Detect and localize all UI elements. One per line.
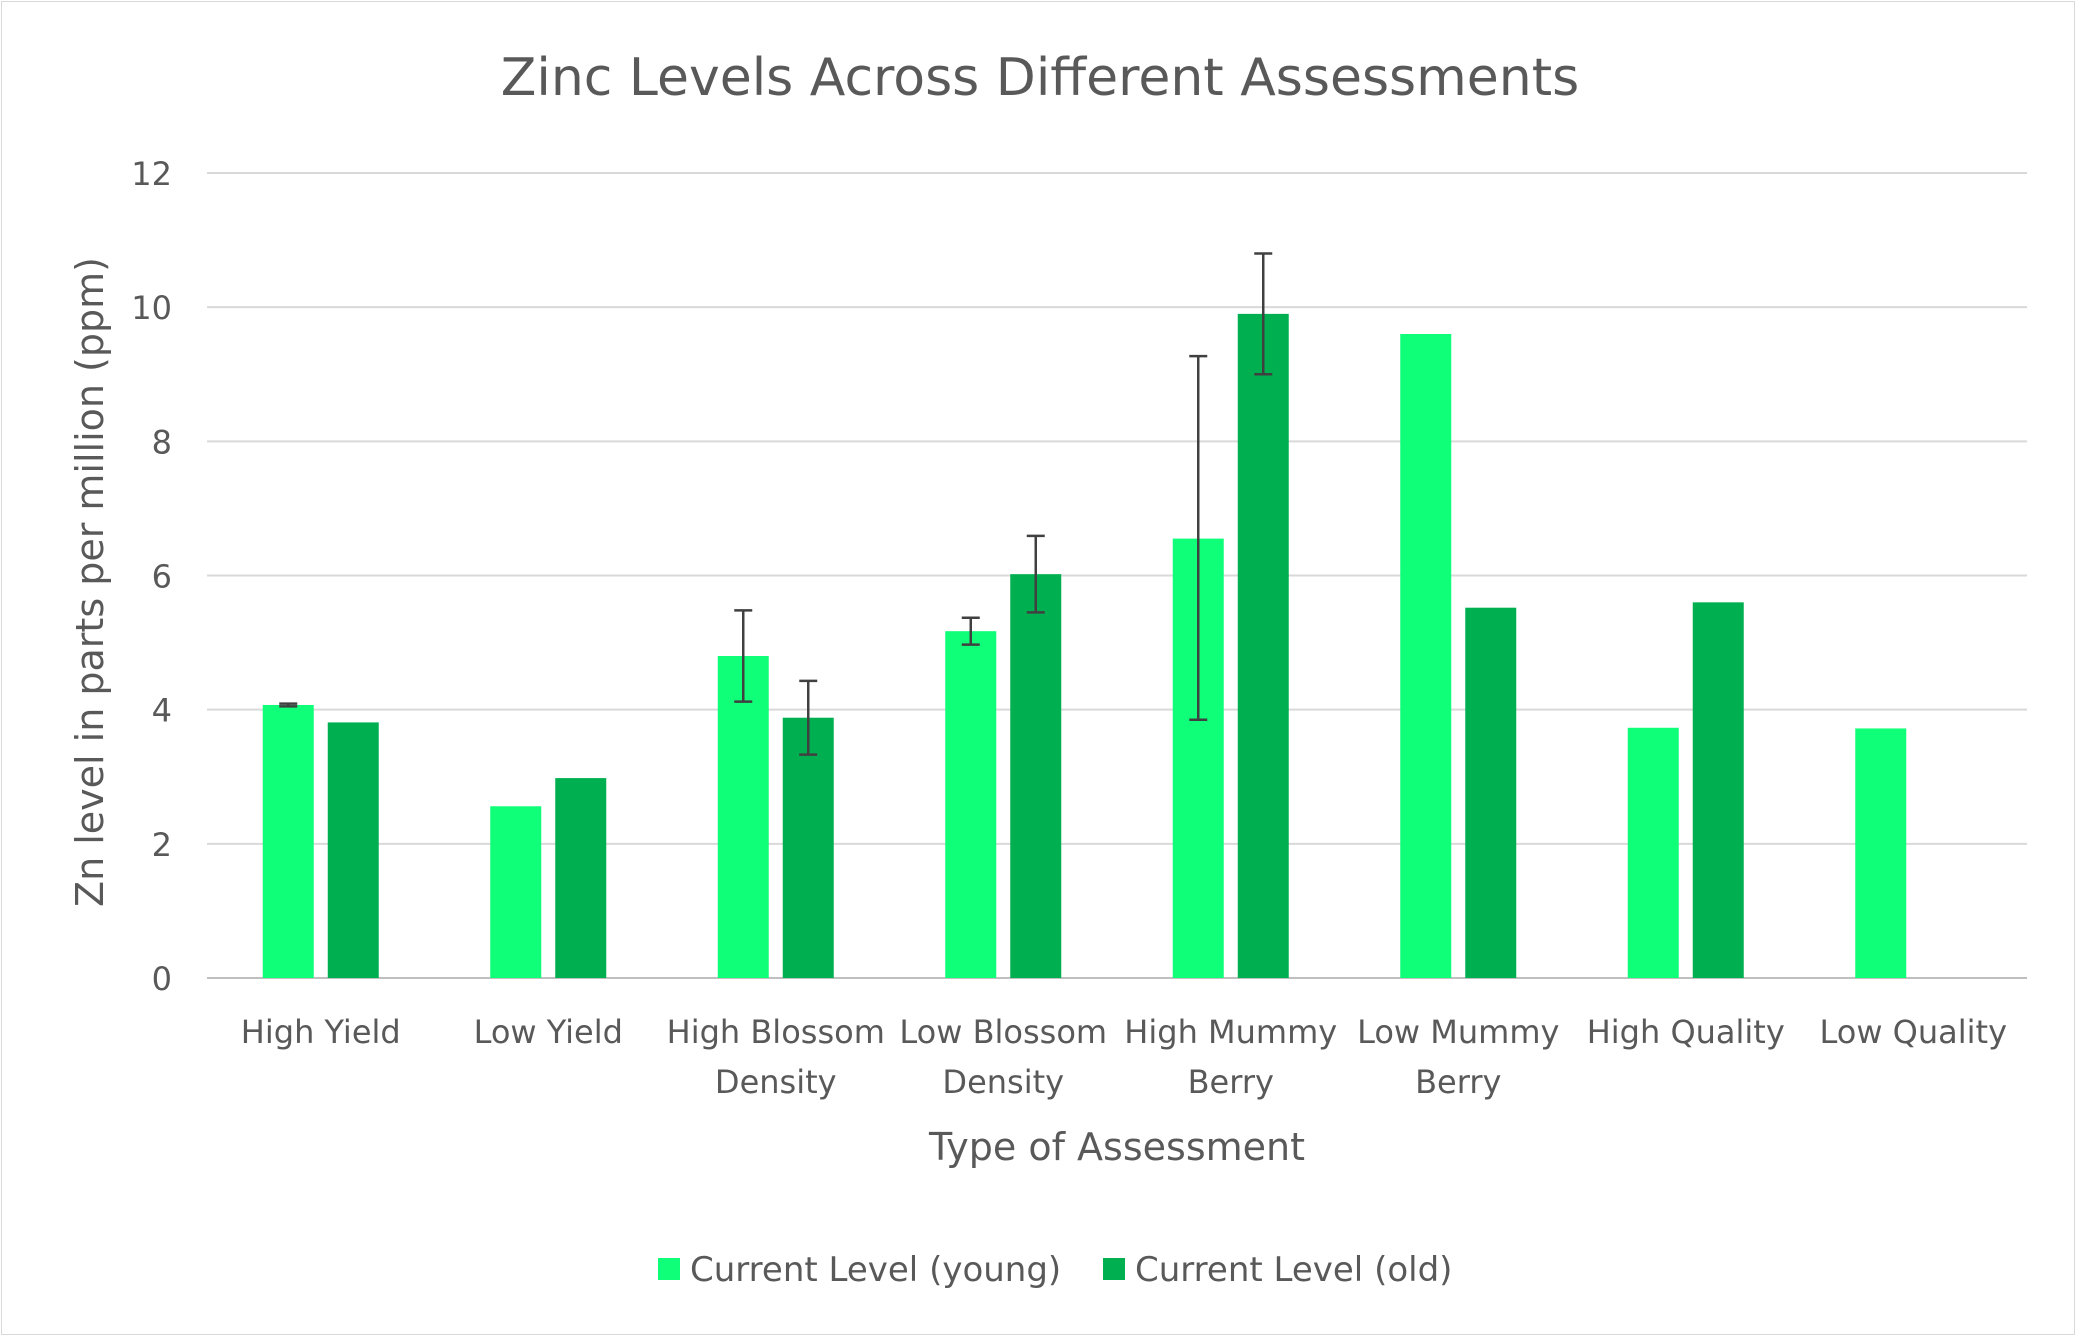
bar-old (555, 778, 607, 978)
legend: Current Level (young) Current Level (old… (658, 1250, 1452, 1290)
bar-old (1465, 607, 1517, 978)
y-tick-label: 0 (152, 960, 172, 998)
legend-swatch-young (658, 1258, 680, 1280)
x-category-label: Low Quality (1819, 1013, 2007, 1051)
error-bar (734, 609, 753, 703)
grid-layer (207, 172, 2027, 979)
bar-old (1010, 574, 1062, 978)
x-category-label: High Quality (1587, 1013, 1785, 1051)
legend-label-young: Current Level (young) (690, 1250, 1061, 1290)
bar-young (1627, 727, 1679, 978)
x-category-label: Low Blossom Density (899, 1013, 1107, 1101)
tick-layer: 0 2 4 6 8 10 12 (131, 155, 172, 998)
x-category-label: Low Yield (474, 1013, 623, 1051)
bar-young (1400, 334, 1452, 978)
y-tick-label: 12 (131, 155, 172, 193)
legend-swatch-old (1103, 1258, 1125, 1280)
error-bar (799, 679, 818, 756)
bar-old (1692, 602, 1744, 978)
y-tick-label: 6 (152, 558, 172, 596)
x-category-label: Low Mummy Berry (1357, 1013, 1559, 1101)
error-bars-layer (279, 252, 1273, 756)
x-axis-title: Type of Assessment (928, 1125, 1305, 1169)
error-bar (1189, 354, 1208, 721)
bar-old (1237, 313, 1289, 978)
category-label-layer: High Yield Low Yield High Blossom DensityLo… (241, 1013, 2007, 1101)
bar-young (262, 704, 314, 978)
y-tick-label: 4 (152, 692, 172, 730)
error-bar (1026, 534, 1045, 614)
error-bar (1254, 252, 1273, 376)
bar-old (782, 717, 834, 978)
x-category-label: High Mummy Berry (1124, 1013, 1337, 1101)
y-tick-label: 10 (131, 289, 172, 327)
y-tick-label: 8 (152, 423, 172, 461)
y-axis-title: Zn level in parts per million (ppm) (68, 257, 112, 907)
error-bar (961, 616, 980, 646)
bar-young (945, 631, 997, 978)
x-category-label: High Yield (241, 1013, 401, 1051)
y-tick-label: 2 (152, 826, 172, 864)
legend-label-old: Current Level (old) (1135, 1250, 1452, 1290)
bar-young (490, 806, 542, 978)
bar-young (717, 656, 769, 978)
bars-layer (262, 313, 1907, 978)
chart-title: Zinc Levels Across Different Assessments (501, 48, 1579, 108)
error-bar (279, 702, 298, 708)
bar-old (327, 722, 379, 978)
x-category-label: High Blossom Density (667, 1013, 885, 1101)
bar-young (1855, 728, 1907, 978)
